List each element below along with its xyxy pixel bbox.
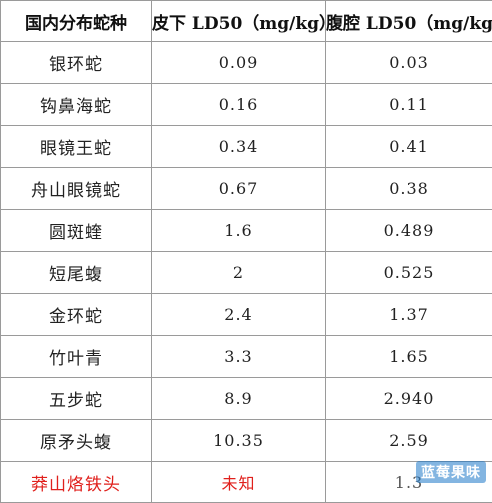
table-row: 竹叶青 3.3 1.65	[1, 336, 492, 378]
species-name: 圆斑蝰	[1, 210, 152, 252]
subcutaneous-value-unknown: 未知	[152, 462, 326, 503]
species-name: 眼镜王蛇	[1, 126, 152, 168]
subcutaneous-value: 0.67	[152, 168, 326, 210]
subcutaneous-value: 8.9	[152, 378, 326, 420]
species-name: 原矛头蝮	[1, 420, 152, 462]
table-row: 原矛头蝮 10.35 2.59	[1, 420, 492, 462]
table-row: 舟山眼镜蛇 0.67 0.38	[1, 168, 492, 210]
table-row: 眼镜王蛇 0.34 0.41	[1, 126, 492, 168]
intraperitoneal-value: 2.59	[326, 420, 492, 462]
species-name: 短尾蝮	[1, 252, 152, 294]
species-name-highlighted: 莽山烙铁头	[1, 462, 152, 503]
table-row: 金环蛇 2.4 1.37	[1, 294, 492, 336]
table-row: 短尾蝮 2 0.525	[1, 252, 492, 294]
intraperitoneal-value: 0.41	[326, 126, 492, 168]
intraperitoneal-value: 0.11	[326, 84, 492, 126]
header-intraperitoneal-ld50: 腹腔 LD50（mg/kg）	[326, 1, 492, 42]
watermark-label: 蓝莓果味	[416, 461, 486, 483]
intraperitoneal-value: 1.65	[326, 336, 492, 378]
ld50-table-sheet: 国内分布蛇种 皮下 LD50（mg/kg） 腹腔 LD50（mg/kg） 银环蛇…	[0, 0, 492, 487]
intraperitoneal-value: 0.03	[326, 42, 492, 84]
species-name: 银环蛇	[1, 42, 152, 84]
intraperitoneal-value: 1.37	[326, 294, 492, 336]
species-name: 金环蛇	[1, 294, 152, 336]
table-row: 五步蛇 8.9 2.940	[1, 378, 492, 420]
intraperitoneal-value: 0.489	[326, 210, 492, 252]
header-subcutaneous-ld50: 皮下 LD50（mg/kg）	[152, 1, 326, 42]
table-header-row: 国内分布蛇种 皮下 LD50（mg/kg） 腹腔 LD50（mg/kg）	[1, 1, 492, 42]
species-name: 舟山眼镜蛇	[1, 168, 152, 210]
table-row: 银环蛇 0.09 0.03	[1, 42, 492, 84]
subcutaneous-value: 10.35	[152, 420, 326, 462]
subcutaneous-value: 0.16	[152, 84, 326, 126]
subcutaneous-value: 2	[152, 252, 326, 294]
species-name: 钩鼻海蛇	[1, 84, 152, 126]
intraperitoneal-value: 0.38	[326, 168, 492, 210]
subcutaneous-value: 2.4	[152, 294, 326, 336]
species-name: 五步蛇	[1, 378, 152, 420]
table-row: 圆斑蝰 1.6 0.489	[1, 210, 492, 252]
subcutaneous-value: 0.34	[152, 126, 326, 168]
subcutaneous-value: 0.09	[152, 42, 326, 84]
header-species: 国内分布蛇种	[1, 1, 152, 42]
table-row: 钩鼻海蛇 0.16 0.11	[1, 84, 492, 126]
species-name: 竹叶青	[1, 336, 152, 378]
intraperitoneal-value: 2.940	[326, 378, 492, 420]
subcutaneous-value: 1.6	[152, 210, 326, 252]
intraperitoneal-value: 0.525	[326, 252, 492, 294]
subcutaneous-value: 3.3	[152, 336, 326, 378]
